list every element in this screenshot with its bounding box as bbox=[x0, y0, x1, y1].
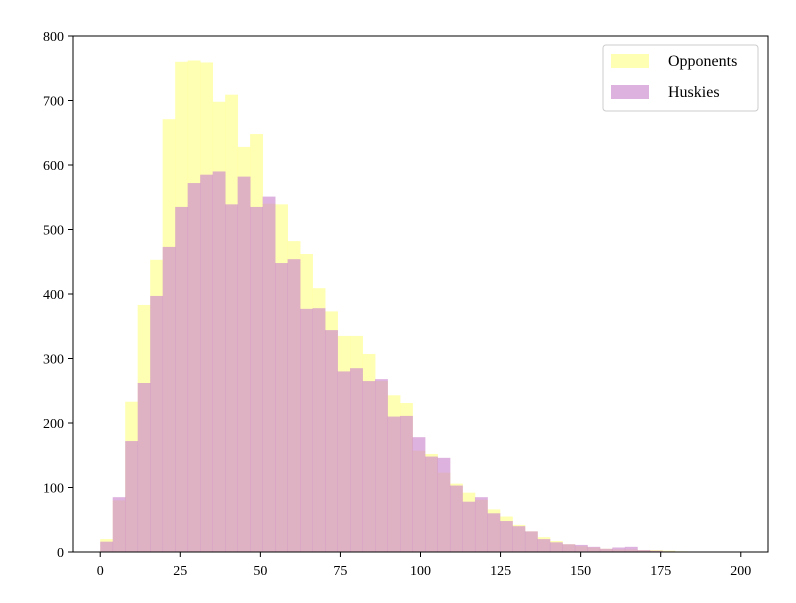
y-tick-label-800: 800 bbox=[43, 30, 64, 45]
y-tick-label-500: 500 bbox=[43, 224, 64, 239]
bar-huskies-0 bbox=[100, 541, 114, 552]
legend-label-opponents: Opponents bbox=[668, 53, 737, 70]
x-tick-label-150: 150 bbox=[570, 564, 591, 579]
bar-huskies-40 bbox=[599, 548, 613, 552]
y-tick-label-600: 600 bbox=[43, 159, 64, 174]
y-tick-label-700: 700 bbox=[43, 95, 64, 110]
bar-huskies-25 bbox=[412, 437, 426, 552]
bar-huskies-9 bbox=[212, 171, 226, 552]
bar-huskies-10 bbox=[225, 204, 239, 552]
bar-huskies-11 bbox=[237, 176, 251, 553]
axis-ticks: 0 25 50 75 100 125 150 175 200 0 100 200 300 400 500 60… bbox=[43, 30, 751, 579]
bar-huskies-2 bbox=[125, 441, 139, 552]
bar-huskies-33 bbox=[512, 526, 526, 552]
bar-huskies-3 bbox=[137, 383, 151, 552]
bar-huskies-39 bbox=[587, 546, 601, 552]
bar-huskies-5 bbox=[162, 246, 176, 553]
bar-huskies-13 bbox=[262, 196, 276, 553]
y-tick-label-200: 200 bbox=[43, 417, 64, 432]
bar-huskies-28 bbox=[449, 485, 463, 552]
bar-huskies-8 bbox=[200, 174, 214, 553]
legend-swatch-opponents bbox=[611, 54, 649, 68]
bar-huskies-12 bbox=[250, 206, 264, 553]
x-tick-label-50: 50 bbox=[253, 564, 267, 579]
x-tick-label-25: 25 bbox=[173, 564, 187, 579]
x-tick-label-100: 100 bbox=[410, 564, 431, 579]
y-tick-label-0: 0 bbox=[57, 546, 64, 561]
x-tick-label-175: 175 bbox=[650, 564, 671, 579]
legend-label-huskies: Huskies bbox=[668, 84, 720, 101]
bar-huskies-19 bbox=[337, 371, 351, 552]
x-tick-label-0: 0 bbox=[97, 564, 104, 579]
bar-huskies-17 bbox=[312, 308, 326, 552]
bar-huskies-37 bbox=[562, 544, 576, 552]
bar-huskies-4 bbox=[150, 295, 164, 552]
bar-huskies-20 bbox=[350, 368, 363, 552]
bar-huskies-1 bbox=[112, 497, 126, 552]
bar-huskies-44 bbox=[649, 550, 663, 552]
bar-huskies-7 bbox=[187, 183, 201, 552]
bar-huskies-42 bbox=[624, 546, 638, 552]
bar-huskies-18 bbox=[325, 330, 338, 552]
x-tick-label-75: 75 bbox=[333, 564, 347, 579]
bar-huskies-35 bbox=[537, 539, 551, 552]
bar-huskies-14 bbox=[275, 263, 288, 552]
legend-swatch-huskies bbox=[611, 85, 649, 99]
bar-huskies-22 bbox=[375, 379, 388, 552]
bar-huskies-36 bbox=[549, 542, 563, 552]
bar-huskies-29 bbox=[462, 501, 476, 552]
bar-huskies-38 bbox=[574, 544, 588, 552]
bar-huskies-15 bbox=[287, 259, 301, 552]
bar-huskies-31 bbox=[487, 513, 501, 552]
y-tick-label-400: 400 bbox=[43, 288, 64, 303]
bar-huskies-21 bbox=[362, 381, 376, 552]
x-tick-label-200: 200 bbox=[730, 564, 751, 579]
bar-huskies-23 bbox=[387, 416, 401, 552]
bar-huskies-16 bbox=[300, 308, 313, 552]
bar-huskies-27 bbox=[437, 457, 451, 552]
bar-huskies-24 bbox=[400, 415, 413, 552]
legend: Opponents Huskies bbox=[602, 44, 759, 112]
x-tick-label-125: 125 bbox=[490, 564, 511, 579]
series-huskies bbox=[100, 171, 676, 553]
y-tick-label-300: 300 bbox=[43, 353, 64, 368]
y-tick-label-100: 100 bbox=[43, 482, 64, 497]
bar-huskies-30 bbox=[474, 497, 488, 552]
bar-huskies-41 bbox=[612, 547, 626, 552]
bars-layer bbox=[100, 60, 688, 553]
bar-huskies-6 bbox=[175, 206, 189, 553]
bar-huskies-34 bbox=[524, 531, 538, 552]
bar-huskies-32 bbox=[499, 521, 513, 552]
bar-huskies-43 bbox=[637, 550, 651, 552]
bar-huskies-26 bbox=[424, 456, 438, 552]
